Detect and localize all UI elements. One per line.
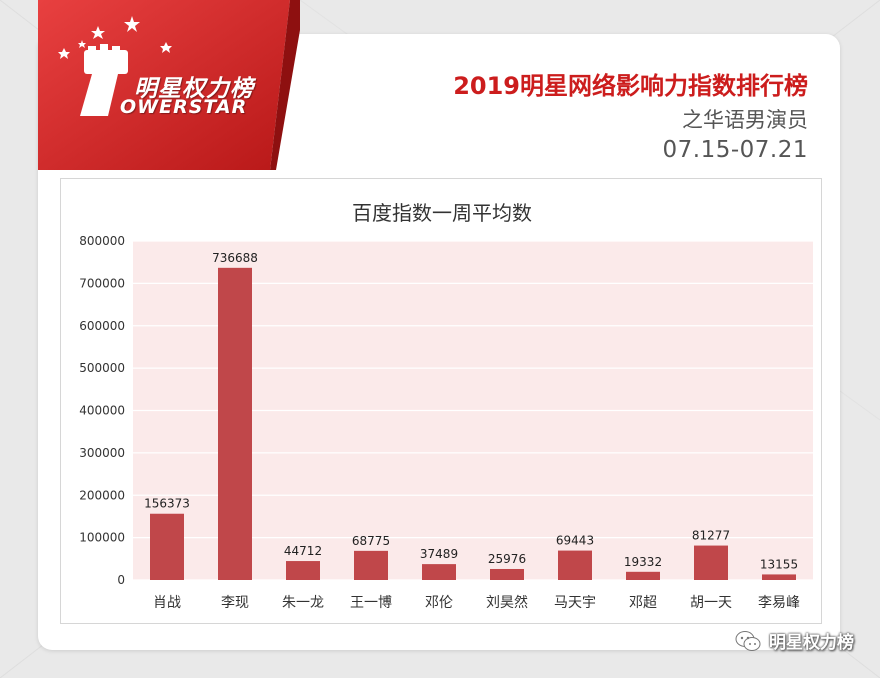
x-tick-label: 刘昊然 (486, 594, 528, 611)
logo-text-cn: 明星权力榜 (134, 76, 254, 102)
star-icons (58, 16, 172, 59)
data-label: 69443 (556, 534, 594, 548)
wechat-icon (735, 630, 761, 651)
x-tick-label: 胡一天 (690, 595, 732, 611)
data-label: 25976 (488, 552, 526, 566)
bar (694, 545, 728, 580)
y-tick-label: 300000 (79, 446, 125, 460)
data-label: 156373 (144, 497, 190, 511)
chart-title: 百度指数一周平均数 (352, 201, 532, 225)
x-tick-label: 李现 (221, 595, 249, 611)
y-tick-label: 500000 (79, 361, 125, 375)
x-tick-label: 肖战 (153, 595, 181, 611)
y-tick-label: 200000 (79, 488, 125, 502)
bar-chart: 0 100000 200000 300000 400000 500000 600000 700… (79, 234, 813, 611)
logo-mark (80, 44, 128, 116)
bar (218, 267, 252, 580)
bar (150, 513, 184, 580)
x-tick-label: 李易峰 (758, 595, 800, 611)
x-tick-label: 马天宇 (554, 595, 596, 611)
date-range: 07.15-07.21 (662, 137, 808, 163)
bar (762, 574, 796, 580)
x-tick-label: 王一博 (350, 594, 392, 611)
data-label: 44712 (284, 544, 322, 558)
data-label: 13155 (760, 557, 798, 571)
bar (422, 564, 456, 580)
bar (354, 550, 388, 580)
bar (626, 571, 660, 580)
page-title: 2019明星网络影响力指数排行榜 (453, 72, 808, 100)
bar (286, 561, 320, 580)
x-tick-label: 邓伦 (425, 595, 453, 611)
y-tick-label: 100000 (79, 531, 125, 545)
y-tick-label: 600000 (79, 319, 125, 333)
data-label: 19332 (624, 555, 662, 569)
watermark-text: 明星权力榜 (769, 633, 854, 653)
watermark: 明星权力榜 (735, 628, 854, 653)
y-tick-label: 800000 (79, 234, 125, 248)
x-tick-label: 邓超 (629, 595, 657, 611)
page-subtitle: 之华语男演员 (682, 108, 808, 132)
data-label: 37489 (420, 547, 458, 561)
brand-banner (38, 0, 300, 170)
y-tick-label: 700000 (79, 276, 125, 290)
data-label: 736688 (212, 251, 258, 265)
bar (490, 568, 524, 580)
bar (558, 550, 592, 580)
y-tick-label: 400000 (79, 404, 125, 418)
data-label: 68775 (352, 534, 390, 548)
data-label: 81277 (692, 529, 730, 543)
x-tick-label: 朱一龙 (282, 595, 324, 611)
y-tick-label: 0 (117, 573, 125, 587)
logo-text-en: OWERSTAR (120, 96, 248, 118)
chart-container: 百度指数一周平均数 0 100000 200000 300000 400000 50000… (60, 178, 822, 624)
